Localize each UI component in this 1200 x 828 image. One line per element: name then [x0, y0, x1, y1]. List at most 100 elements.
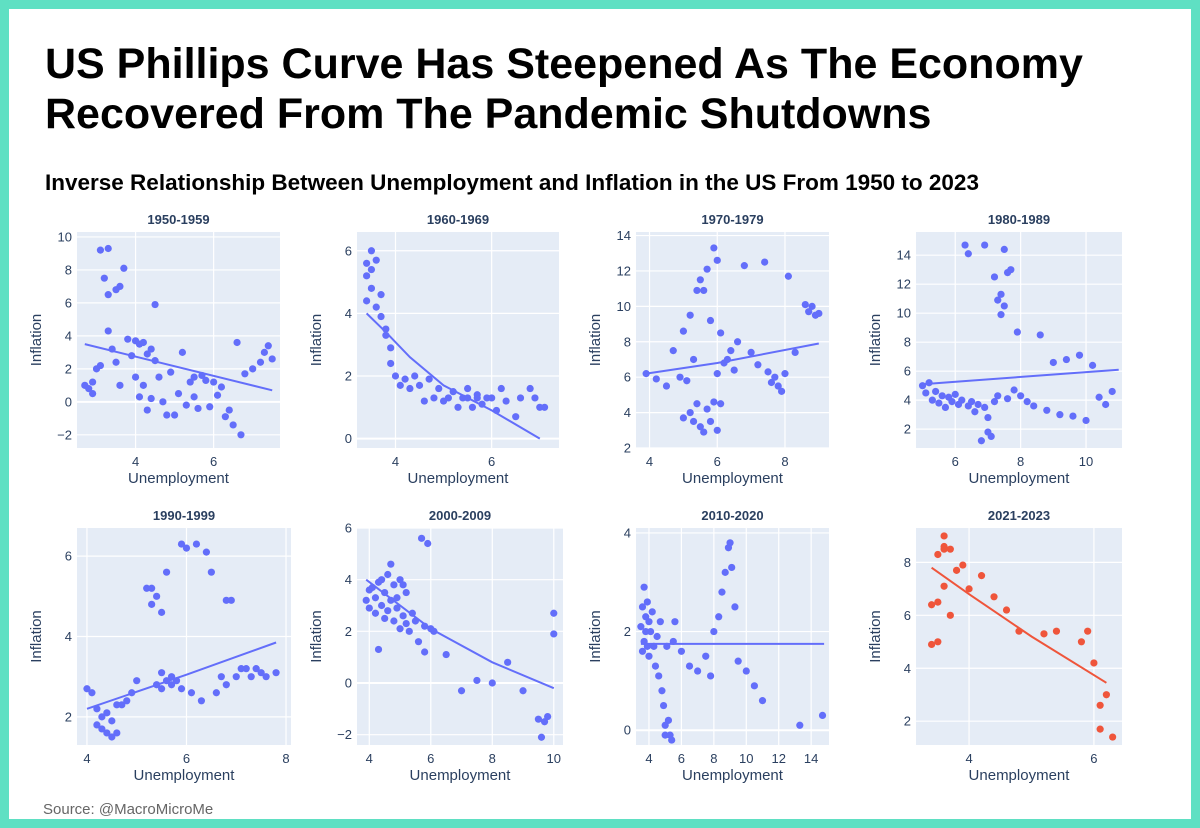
- data-point: [713, 370, 721, 378]
- data-point: [706, 417, 715, 426]
- data-point: [391, 372, 400, 380]
- data-point: [242, 665, 250, 673]
- data-point: [139, 381, 147, 389]
- data-point: [103, 729, 111, 737]
- data-point: [159, 398, 167, 406]
- data-point: [940, 582, 948, 590]
- data-point: [435, 384, 443, 393]
- data-point: [83, 685, 91, 693]
- x-tick-label: 10: [547, 751, 561, 766]
- data-point: [928, 640, 936, 649]
- data-point: [155, 373, 163, 381]
- trend-line: [365, 312, 541, 440]
- data-point: [990, 398, 999, 406]
- data-point: [139, 338, 147, 347]
- data-point: [377, 312, 385, 321]
- data-point: [702, 652, 710, 660]
- x-tick-label: 8: [489, 751, 496, 766]
- data-point: [1017, 392, 1025, 400]
- data-point: [664, 716, 673, 724]
- data-point: [124, 335, 132, 343]
- data-point: [997, 290, 1005, 298]
- x-axis-label: Unemployment: [410, 767, 512, 784]
- data-point: [777, 387, 786, 395]
- y-tick-label: 4: [65, 629, 72, 644]
- data-point: [808, 302, 816, 310]
- data-point: [1088, 361, 1097, 369]
- data-point: [694, 667, 702, 675]
- data-point: [717, 329, 725, 337]
- x-tick-label: 6: [678, 751, 685, 766]
- data-point: [731, 603, 739, 611]
- y-tick-label: 0: [345, 431, 352, 446]
- data-point: [764, 368, 772, 376]
- y-tick-label: 10: [897, 306, 911, 321]
- data-point: [700, 428, 708, 436]
- data-point: [177, 540, 186, 548]
- data-point: [260, 348, 268, 356]
- data-point: [710, 244, 718, 252]
- data-point: [967, 398, 976, 406]
- data-point: [100, 274, 108, 282]
- data-point: [454, 403, 462, 411]
- data-point: [928, 396, 936, 404]
- data-point: [645, 652, 653, 660]
- data-point: [387, 344, 395, 352]
- data-point: [393, 604, 401, 612]
- x-tick-label: 12: [771, 751, 785, 766]
- data-point: [742, 667, 750, 675]
- plot-area: [357, 528, 563, 745]
- data-point: [1000, 245, 1008, 253]
- data-point: [703, 405, 711, 413]
- data-point: [116, 282, 124, 291]
- y-axis-label: Inflation: [28, 314, 45, 367]
- data-point: [363, 259, 371, 267]
- data-point: [733, 338, 742, 346]
- data-point: [381, 614, 389, 623]
- trend-line: [84, 343, 273, 392]
- data-point: [457, 687, 466, 695]
- x-axis-label: Unemployment: [969, 470, 1071, 487]
- x-axis-label: Unemployment: [682, 767, 784, 784]
- panel-title: 1970-1979: [701, 212, 763, 227]
- x-tick-label: 4: [645, 751, 652, 766]
- data-point: [502, 397, 510, 405]
- x-tick-label: 8: [781, 454, 788, 469]
- y-axis-label: Inflation: [28, 610, 45, 663]
- data-point: [1043, 406, 1051, 414]
- data-point: [96, 361, 105, 370]
- data-point: [158, 608, 166, 616]
- data-point: [726, 539, 734, 547]
- data-point: [767, 378, 776, 387]
- data-point: [669, 347, 677, 355]
- x-tick-label: 6: [427, 751, 434, 766]
- data-point: [151, 300, 159, 309]
- data-point: [1082, 416, 1090, 425]
- data-point: [715, 613, 723, 621]
- x-tick-label: 8: [282, 751, 289, 766]
- data-point: [730, 366, 738, 374]
- data-point: [1002, 606, 1011, 614]
- y-tick-label: 6: [904, 608, 911, 623]
- y-axis-label: Inflation: [308, 314, 325, 367]
- data-point: [1036, 331, 1044, 339]
- data-point: [98, 713, 106, 721]
- data-point: [192, 540, 201, 548]
- data-point: [648, 608, 656, 616]
- x-axis-label: Unemployment: [408, 470, 510, 487]
- trend-line: [931, 566, 1107, 684]
- data-point: [1052, 627, 1061, 635]
- data-point: [108, 733, 116, 741]
- data-point: [693, 286, 701, 295]
- data-point: [550, 609, 558, 617]
- data-point: [241, 370, 249, 378]
- data-point: [1090, 659, 1098, 667]
- title-line-1: US Phillips Curve Has Steepened As The E…: [45, 40, 1083, 88]
- data-point: [405, 627, 413, 635]
- data-point: [225, 406, 233, 414]
- data-point: [268, 355, 276, 363]
- data-point: [1023, 398, 1031, 406]
- x-axis-label: Unemployment: [128, 470, 230, 487]
- panel-title: 2010-2020: [701, 508, 763, 523]
- data-point: [981, 241, 989, 249]
